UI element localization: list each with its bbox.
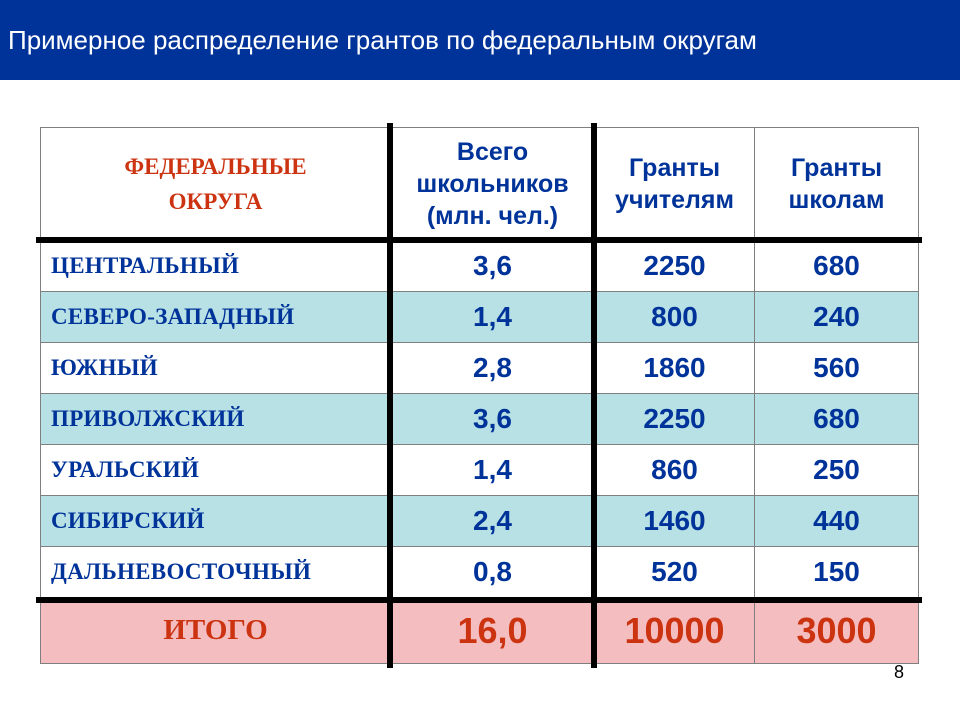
header-district-line1: ФЕДЕРАЛЬНЫЕ <box>124 154 307 179</box>
schools-cell: 150 <box>754 546 919 598</box>
column-separator-1 <box>387 123 393 668</box>
header-district-line2: ОКРУГА <box>168 189 263 214</box>
table-row: СЕВЕРО-ЗАПАДНЫЙ 1,4 800 240 <box>40 291 919 343</box>
header-row: ФЕДЕРАЛЬНЫЕ ОКРУГА Всего школьников (млн… <box>40 127 919 241</box>
table-row: ЦЕНТРАЛЬНЫЙ 3,6 2250 680 <box>40 240 919 292</box>
schools-cell: 250 <box>754 444 919 496</box>
schools-cell: 680 <box>754 240 919 292</box>
total-schools: 3000 <box>754 597 919 664</box>
teachers-cell: 800 <box>594 291 755 343</box>
page-number: 8 <box>893 662 904 682</box>
teachers-cell: 520 <box>594 546 755 598</box>
grants-table: ФЕДЕРАЛЬНЫЕ ОКРУГА Всего школьников (млн… <box>40 127 919 664</box>
total-separator-line <box>36 597 922 603</box>
total-teachers: 10000 <box>594 597 755 664</box>
grants-table-container: ФЕДЕРАЛЬНЫЕ ОКРУГА Всего школьников (млн… <box>40 127 919 665</box>
pupils-cell: 3,6 <box>390 393 595 445</box>
total-row: ИТОГО 16,0 10000 3000 <box>40 597 919 664</box>
header-pupils-line1: Всего <box>456 138 529 166</box>
district-cell: ПРИВОЛЖСКИЙ <box>40 393 391 445</box>
teachers-cell: 1460 <box>594 495 755 547</box>
table-row: ДАЛЬНЕВОСТОЧНЫЙ 0,8 520 150 <box>40 546 919 598</box>
pupils-cell: 2,4 <box>390 495 595 547</box>
pupils-cell: 1,4 <box>390 444 595 496</box>
schools-cell: 560 <box>754 342 919 394</box>
district-cell: ДАЛЬНЕВОСТОЧНЫЙ <box>40 546 391 598</box>
pupils-cell: 2,8 <box>390 342 595 394</box>
pupils-cell: 3,6 <box>390 240 595 292</box>
header-schools-line2: школам <box>788 186 885 214</box>
district-cell: ЮЖНЫЙ <box>40 342 391 394</box>
header-pupils: Всего школьников (млн. чел.) <box>390 127 595 241</box>
teachers-cell: 860 <box>594 444 755 496</box>
table-row: ПРИВОЛЖСКИЙ 3,6 2250 680 <box>40 393 919 445</box>
district-cell: СИБИРСКИЙ <box>40 495 391 547</box>
teachers-cell: 1860 <box>594 342 755 394</box>
table-row: УРАЛЬСКИЙ 1,4 860 250 <box>40 444 919 496</box>
pupils-cell: 1,4 <box>390 291 595 343</box>
header-schools-line1: Гранты <box>790 154 883 182</box>
schools-cell: 680 <box>754 393 919 445</box>
schools-cell: 240 <box>754 291 919 343</box>
schools-cell: 440 <box>754 495 919 547</box>
district-cell: УРАЛЬСКИЙ <box>40 444 391 496</box>
table-row: СИБИРСКИЙ 2,4 1460 440 <box>40 495 919 547</box>
table-row: ЮЖНЫЙ 2,8 1860 560 <box>40 342 919 394</box>
slide-title: Примерное распределение грантов по федер… <box>0 0 960 80</box>
teachers-cell: 2250 <box>594 240 755 292</box>
district-cell: ЦЕНТРАЛЬНЫЙ <box>40 240 391 292</box>
header-pupils-line2: школьников <box>416 170 569 198</box>
pupils-cell: 0,8 <box>390 546 595 598</box>
header-schools: Гранты школам <box>754 127 919 241</box>
header-pupils-line3: (млн. чел.) <box>426 202 559 230</box>
header-teachers-line1: Гранты <box>628 154 721 182</box>
district-cell: СЕВЕРО-ЗАПАДНЫЙ <box>40 291 391 343</box>
header-teachers: Гранты учителям <box>594 127 755 241</box>
header-teachers-line2: учителям <box>615 186 734 214</box>
teachers-cell: 2250 <box>594 393 755 445</box>
total-label: ИТОГО <box>40 597 391 664</box>
total-pupils: 16,0 <box>390 597 595 664</box>
header-separator-line <box>36 237 922 243</box>
column-separator-2 <box>591 123 597 668</box>
header-district: ФЕДЕРАЛЬНЫЕ ОКРУГА <box>40 127 391 241</box>
